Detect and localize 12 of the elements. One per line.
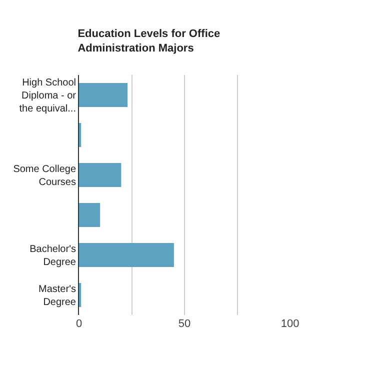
x-tick-label: 0 xyxy=(76,318,82,330)
x-tick-label: 100 xyxy=(280,318,300,330)
y-tick-label: Master's Degree xyxy=(38,284,76,308)
bar xyxy=(79,203,100,227)
chart-title: Education Levels for Office Administration Majors xyxy=(78,28,220,54)
x-tick-label: 50 xyxy=(178,318,191,330)
bar xyxy=(79,83,128,107)
y-tick-label: Some College Courses xyxy=(13,164,76,188)
bar xyxy=(79,243,174,267)
y-tick-label: High School Diploma - or the equival... xyxy=(19,78,77,114)
bar xyxy=(79,163,122,187)
y-tick-label: Bachelor's Degree xyxy=(30,244,76,268)
